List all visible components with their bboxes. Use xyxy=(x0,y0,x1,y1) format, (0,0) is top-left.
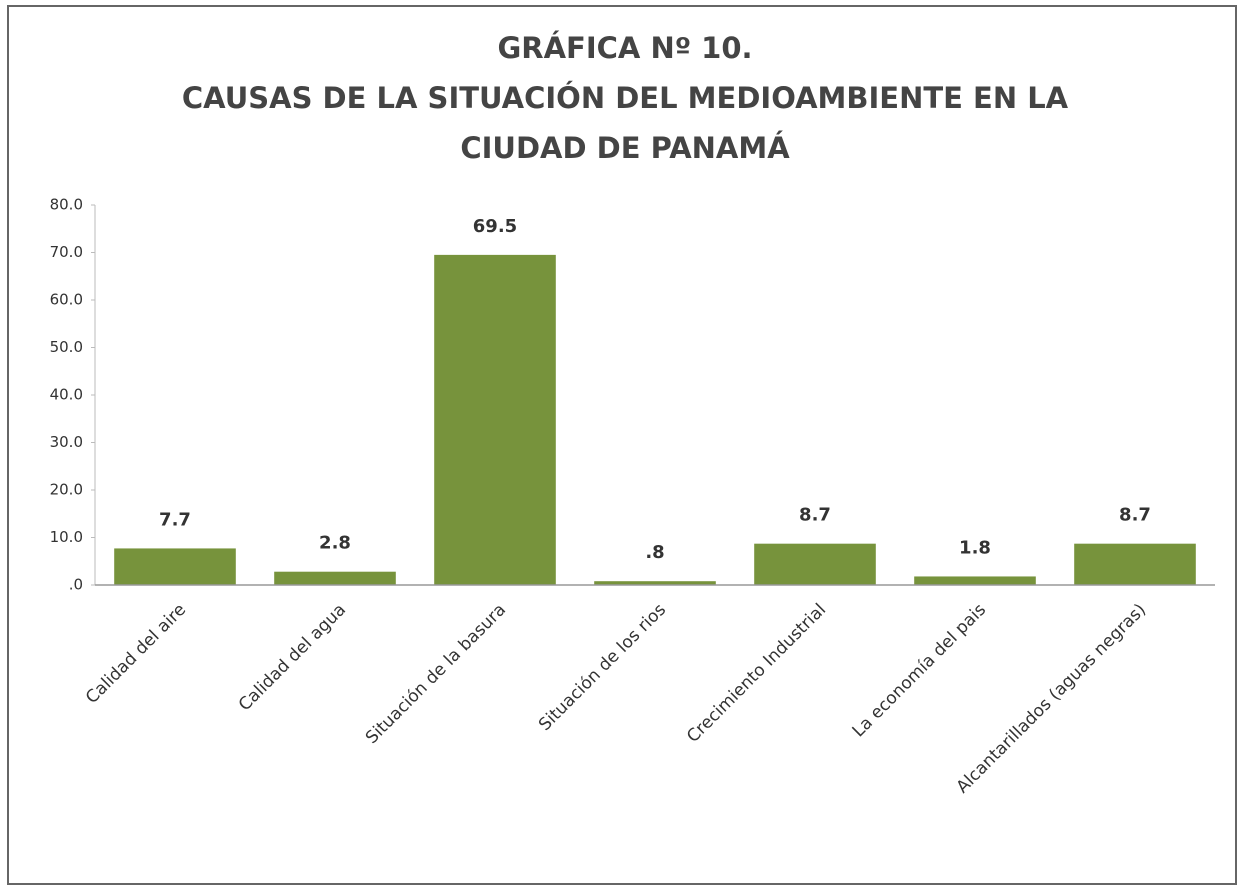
data-label: 8.7 xyxy=(799,505,831,526)
chart-frame xyxy=(7,5,1237,885)
y-tick-label: 60.0 xyxy=(50,291,83,309)
y-tick-label: 50.0 xyxy=(50,338,83,356)
bar xyxy=(754,543,876,585)
bar xyxy=(594,581,716,585)
y-tick-label: 80.0 xyxy=(50,196,83,214)
bar xyxy=(914,576,1036,585)
data-label: 8.7 xyxy=(1119,505,1151,526)
y-tick-label: 40.0 xyxy=(50,386,83,404)
chart-title: GRÁFICA Nº 10. xyxy=(497,31,752,65)
bar xyxy=(114,548,236,585)
chart-title: CIUDAD DE PANAMÁ xyxy=(460,131,790,165)
data-label: 7.7 xyxy=(159,509,191,530)
data-label: 1.8 xyxy=(959,537,991,558)
data-label: .8 xyxy=(645,542,664,563)
data-label: 2.8 xyxy=(319,533,351,554)
y-tick-label: 20.0 xyxy=(50,481,83,499)
data-label: 69.5 xyxy=(473,216,517,237)
chart-title: CAUSAS DE LA SITUACIÓN DEL MEDIOAMBIENTE… xyxy=(182,81,1069,115)
y-tick-label: 30.0 xyxy=(50,433,83,451)
bar xyxy=(1074,543,1196,585)
bar xyxy=(434,254,556,585)
y-tick-label: .0 xyxy=(69,576,83,594)
y-tick-label: 70.0 xyxy=(50,243,83,261)
y-tick-label: 10.0 xyxy=(50,528,83,546)
bar xyxy=(274,571,396,585)
